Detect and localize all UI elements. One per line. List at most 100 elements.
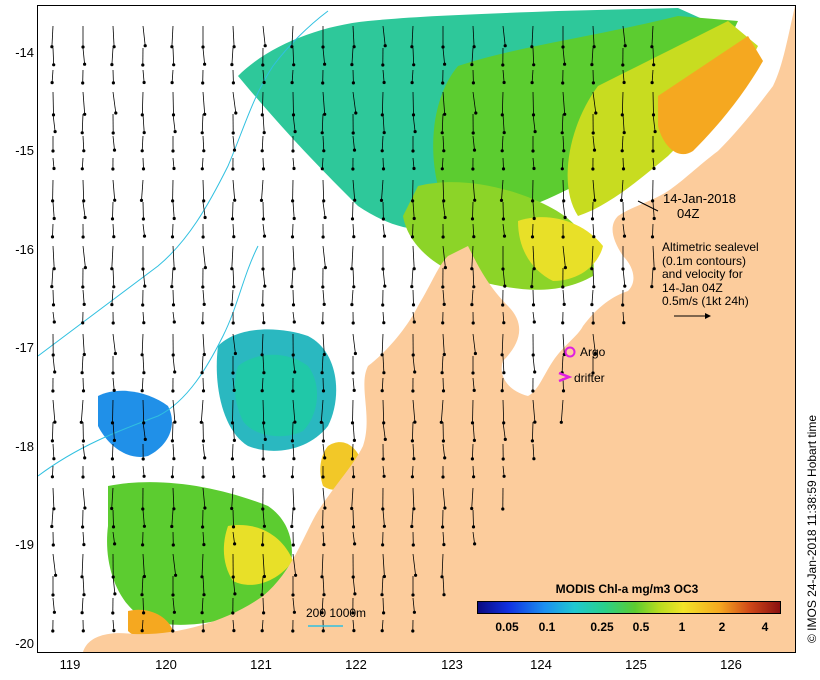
velocity-arrow-head [82,149,86,153]
colorbar-tick: 2 [718,620,726,634]
velocity-arrow [52,245,55,269]
velocity-arrow [622,223,625,237]
velocity-arrow [322,47,325,65]
velocity-arrow [322,201,326,218]
x-tick-label: 121 [250,657,272,672]
velocity-arrow-head [470,421,475,425]
velocity-arrow-head [201,285,205,289]
velocity-arrow [352,531,355,544]
velocity-arrow-head [52,63,56,67]
velocity-arrow [292,157,295,169]
velocity-arrow-head [54,573,58,577]
velocity-arrow-head [410,439,414,443]
velocity-arrow-head [291,543,295,547]
velocity-arrow [172,487,175,509]
velocity-arrow [232,91,237,114]
velocity-arrow [472,179,476,201]
velocity-arrow [261,619,264,631]
velocity-arrow-head [592,235,596,239]
velocity-arrow [502,223,505,237]
velocity-arrow [172,289,174,305]
velocity-arrow-head [262,131,266,135]
velocity-arrow-head [263,437,267,441]
velocity-arrow-head [233,592,237,596]
velocity-arrow [82,47,85,65]
velocity-arrow-head [622,80,626,85]
velocity-arrow [291,509,294,527]
velocity-arrow-head [412,507,416,511]
velocity-arrow-head [232,475,236,479]
velocity-arrow-head [352,235,356,239]
velocity-arrow-head [352,388,356,392]
velocity-arrow-head [502,474,506,478]
velocity-arrow [352,399,354,423]
velocity-arrow [321,157,324,169]
velocity-arrow-head [382,421,386,425]
velocity-arrow-head [442,149,446,153]
velocity-arrow [200,399,204,423]
velocity-arrow-head [471,371,475,375]
velocity-arrow-head [52,216,56,221]
velocity-arrow-head [171,303,176,307]
velocity-arrow [652,47,655,65]
velocity-arrow-head [380,629,384,633]
velocity-arrow-head [323,506,327,510]
velocity-arrow [532,91,534,115]
velocity-arrow [621,135,624,151]
velocity-arrow [262,223,265,237]
velocity-arrow [52,553,56,576]
velocity-arrow [381,135,384,151]
velocity-arrow-head [259,198,264,202]
velocity-arrow [232,421,235,441]
velocity-arrow-head [80,371,84,375]
velocity-arrow-head [323,456,327,460]
velocity-arrow [292,245,295,269]
velocity-arrow-head [292,320,296,324]
velocity-arrow-head [591,131,595,135]
velocity-arrow-head [53,130,57,134]
velocity-arrow-head [411,629,415,633]
velocity-arrow-head [173,130,177,134]
velocity-arrow-head [501,167,506,171]
velocity-arrow [112,25,115,47]
velocity-arrow-head [412,320,416,324]
velocity-arrow-head [231,525,236,529]
velocity-arrow [172,597,175,613]
velocity-arrow [292,553,296,576]
velocity-arrow [231,289,234,305]
velocity-arrow [292,223,294,237]
velocity-arrow [51,25,54,47]
colorbar-tick: 1 [678,620,686,634]
velocity-arrow [82,289,85,305]
velocity-arrow-head [322,302,326,306]
velocity-arrow-head [112,148,117,152]
velocity-arrow [202,377,204,391]
velocity-arrow-head [80,131,84,135]
velocity-arrow-head [472,45,476,49]
velocity-arrow-head [141,217,145,221]
altimetry-line: 14-Jan 04Z [662,280,723,295]
velocity-arrow-head [170,235,175,239]
velocity-arrow [112,135,115,151]
velocity-arrow-head [382,371,386,375]
velocity-arrow [621,91,624,115]
velocity-arrow [352,509,354,527]
velocity-arrow-head [532,320,536,324]
velocity-arrow [172,443,175,459]
velocity-arrow [232,509,234,527]
velocity-arrow-head [110,303,114,307]
velocity-arrow [142,157,144,169]
velocity-arrow-head [440,371,444,375]
velocity-arrow [111,245,114,269]
velocity-arrow [531,69,534,83]
velocity-arrow-head [594,111,598,115]
velocity-arrow-head [260,149,264,153]
velocity-arrow [651,69,654,83]
velocity-arrow-head [412,63,416,67]
velocity-arrow-head [234,111,238,115]
velocity-arrow [502,69,505,83]
velocity-arrow [52,487,55,509]
velocity-arrow [501,377,504,391]
velocity-arrow-head [201,439,205,443]
velocity-arrow-head [262,234,267,238]
